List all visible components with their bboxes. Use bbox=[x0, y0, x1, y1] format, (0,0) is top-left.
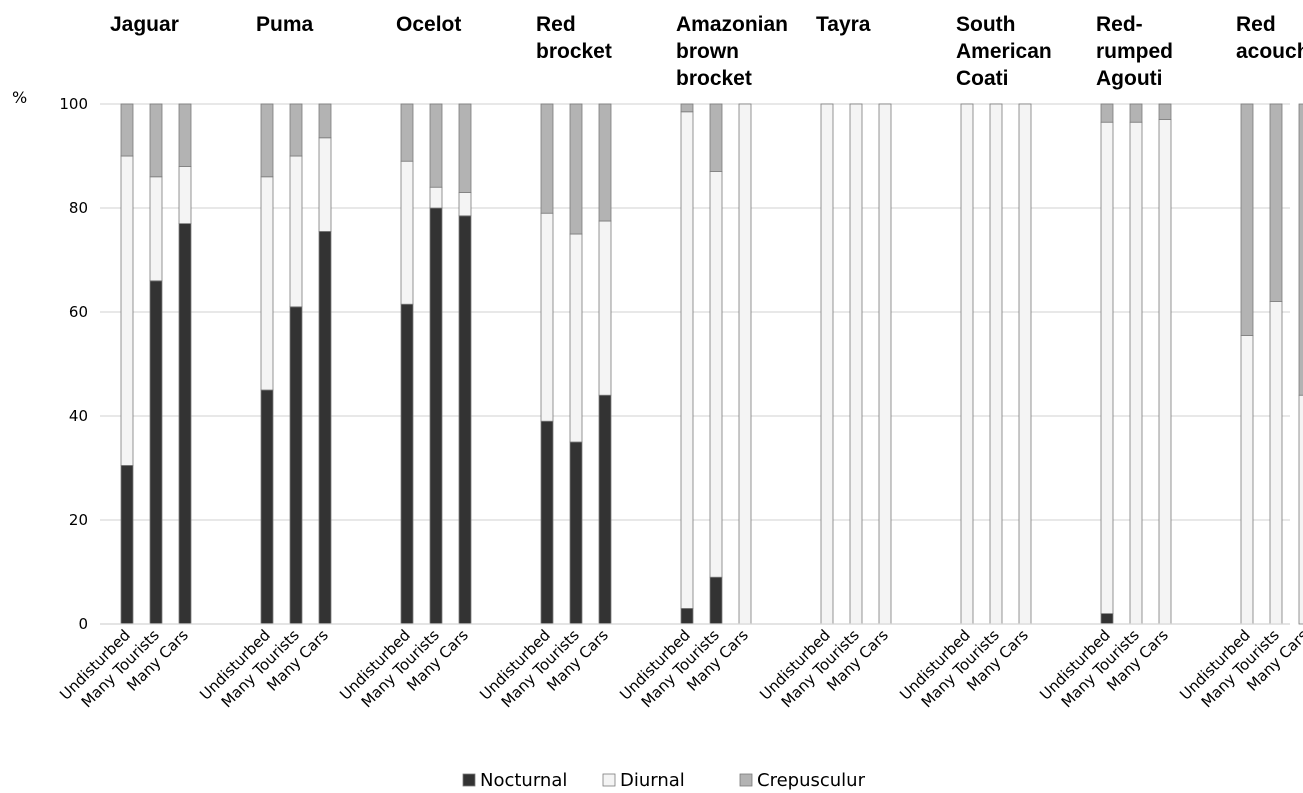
bar-segment-nocturnal bbox=[400, 303, 414, 625]
bar-segment-diurnal bbox=[149, 176, 163, 282]
bar-segment-nocturnal bbox=[458, 215, 472, 625]
bar-segment-nocturnal bbox=[598, 394, 612, 625]
species-title: Puma bbox=[256, 13, 314, 36]
bar-segment-crepusculur bbox=[1240, 103, 1254, 336]
bar-segment-diurnal bbox=[1158, 119, 1172, 625]
axes: 0 20 40 60 80 100% bbox=[12, 88, 1290, 633]
bar-segment-crepusculur bbox=[569, 103, 583, 235]
bar-segment-diurnal bbox=[540, 212, 554, 422]
bar-segment-crepusculur bbox=[178, 103, 192, 167]
bar-segment-diurnal bbox=[1129, 121, 1143, 625]
bar-segment-crepusculur bbox=[1129, 103, 1143, 123]
species-title: Red bbox=[536, 13, 576, 36]
species-title: Agouti bbox=[1096, 67, 1162, 90]
bar-segment-crepusculur bbox=[1298, 103, 1303, 396]
y-tick-label: 40 bbox=[69, 407, 88, 425]
bar-segment-nocturnal bbox=[680, 608, 694, 625]
bar-segment-crepusculur bbox=[429, 103, 443, 188]
legend-swatch bbox=[739, 773, 753, 787]
species-title: Amazonian bbox=[676, 13, 788, 36]
bar-segment-diurnal bbox=[178, 165, 192, 224]
y-tick-label: 60 bbox=[69, 303, 88, 321]
species-title: brocket bbox=[676, 67, 752, 90]
y-tick-label: 80 bbox=[69, 199, 88, 217]
bar-segment-diurnal bbox=[1269, 301, 1283, 625]
bar-segment-diurnal bbox=[318, 137, 332, 232]
bar-segment-crepusculur bbox=[1158, 103, 1172, 121]
bar-segment-diurnal bbox=[120, 155, 134, 466]
bar-segment-crepusculur bbox=[149, 103, 163, 178]
bar-segment-crepusculur bbox=[318, 103, 332, 139]
species-title: Red bbox=[1236, 13, 1276, 36]
species-title: Jaguar bbox=[110, 13, 179, 36]
bar-segment-diurnal bbox=[458, 191, 472, 217]
bar-segment-crepusculur bbox=[598, 103, 612, 222]
legend-label: Crepusculur bbox=[757, 770, 866, 791]
bar-segment-diurnal bbox=[569, 233, 583, 443]
bar-segment-crepusculur bbox=[709, 103, 723, 172]
bar-segment-nocturnal bbox=[260, 389, 274, 625]
bar-segment-diurnal bbox=[260, 176, 274, 391]
bar-segment-nocturnal bbox=[709, 576, 723, 625]
bar-segment-diurnal bbox=[989, 103, 1003, 625]
bar-segment-nocturnal bbox=[429, 207, 443, 625]
legend: Nocturnal Diurnal Crepusculur bbox=[462, 770, 866, 791]
bar-segment-diurnal bbox=[1298, 394, 1303, 625]
bar-segment-diurnal bbox=[878, 103, 892, 625]
bar-segment-diurnal bbox=[738, 103, 752, 625]
bar-segment-diurnal bbox=[849, 103, 863, 625]
bar-segment-nocturnal bbox=[120, 464, 134, 625]
bars bbox=[120, 103, 1303, 625]
bar-segment-diurnal bbox=[709, 171, 723, 578]
legend-swatch bbox=[462, 773, 476, 787]
species-title: Tayra bbox=[816, 13, 871, 36]
bar-segment-nocturnal bbox=[289, 306, 303, 625]
species-title: acouchi bbox=[1236, 40, 1303, 63]
bar-segment-nocturnal bbox=[149, 280, 163, 625]
bar-segment-diurnal bbox=[429, 186, 443, 209]
species-title: Ocelot bbox=[396, 13, 461, 36]
bar-segment-diurnal bbox=[400, 160, 414, 305]
bar-segment-nocturnal bbox=[569, 441, 583, 625]
bar-segment-diurnal bbox=[1100, 121, 1114, 614]
bar-segment-diurnal bbox=[680, 111, 694, 609]
species-title: South bbox=[956, 13, 1015, 36]
bar-segment-nocturnal bbox=[1100, 613, 1114, 625]
bar-segment-crepusculur bbox=[260, 103, 274, 178]
bar-segment-crepusculur bbox=[400, 103, 414, 162]
bar-segment-crepusculur bbox=[680, 103, 694, 113]
bar-segment-diurnal bbox=[820, 103, 834, 625]
y-tick-label: 100 bbox=[59, 95, 88, 113]
bar-segment-nocturnal bbox=[540, 420, 554, 625]
bar-segment-nocturnal bbox=[318, 230, 332, 625]
bar-segment-diurnal bbox=[960, 103, 974, 625]
species-title: brocket bbox=[536, 40, 612, 63]
legend-label: Diurnal bbox=[620, 770, 685, 791]
bar-segment-crepusculur bbox=[120, 103, 134, 157]
y-tick-label: 20 bbox=[69, 511, 88, 529]
bar-segment-diurnal bbox=[289, 155, 303, 308]
y-unit-label: % bbox=[12, 88, 27, 107]
species-title: brown bbox=[676, 40, 739, 63]
species-title: American bbox=[956, 40, 1052, 63]
bar-segment-crepusculur bbox=[1269, 103, 1283, 303]
legend-swatch bbox=[602, 773, 616, 787]
legend-label: Nocturnal bbox=[480, 770, 567, 791]
bar-segment-diurnal bbox=[1018, 103, 1032, 625]
species-title: rumped bbox=[1096, 40, 1173, 63]
bar-segment-crepusculur bbox=[458, 103, 472, 193]
species-title: Red- bbox=[1096, 13, 1143, 36]
bar-segment-nocturnal bbox=[178, 223, 192, 625]
species-titles: Jaguar Puma Ocelot Red brocket Amazonian brown… bbox=[110, 13, 1303, 90]
bar-segment-crepusculur bbox=[540, 103, 554, 214]
bar-segment-diurnal bbox=[598, 220, 612, 396]
y-tick-label: 0 bbox=[78, 615, 88, 633]
bar-segment-crepusculur bbox=[1100, 103, 1114, 123]
species-title: Coati bbox=[956, 67, 1009, 90]
bar-segment-diurnal bbox=[1240, 334, 1254, 625]
bar-segment-crepusculur bbox=[289, 103, 303, 157]
